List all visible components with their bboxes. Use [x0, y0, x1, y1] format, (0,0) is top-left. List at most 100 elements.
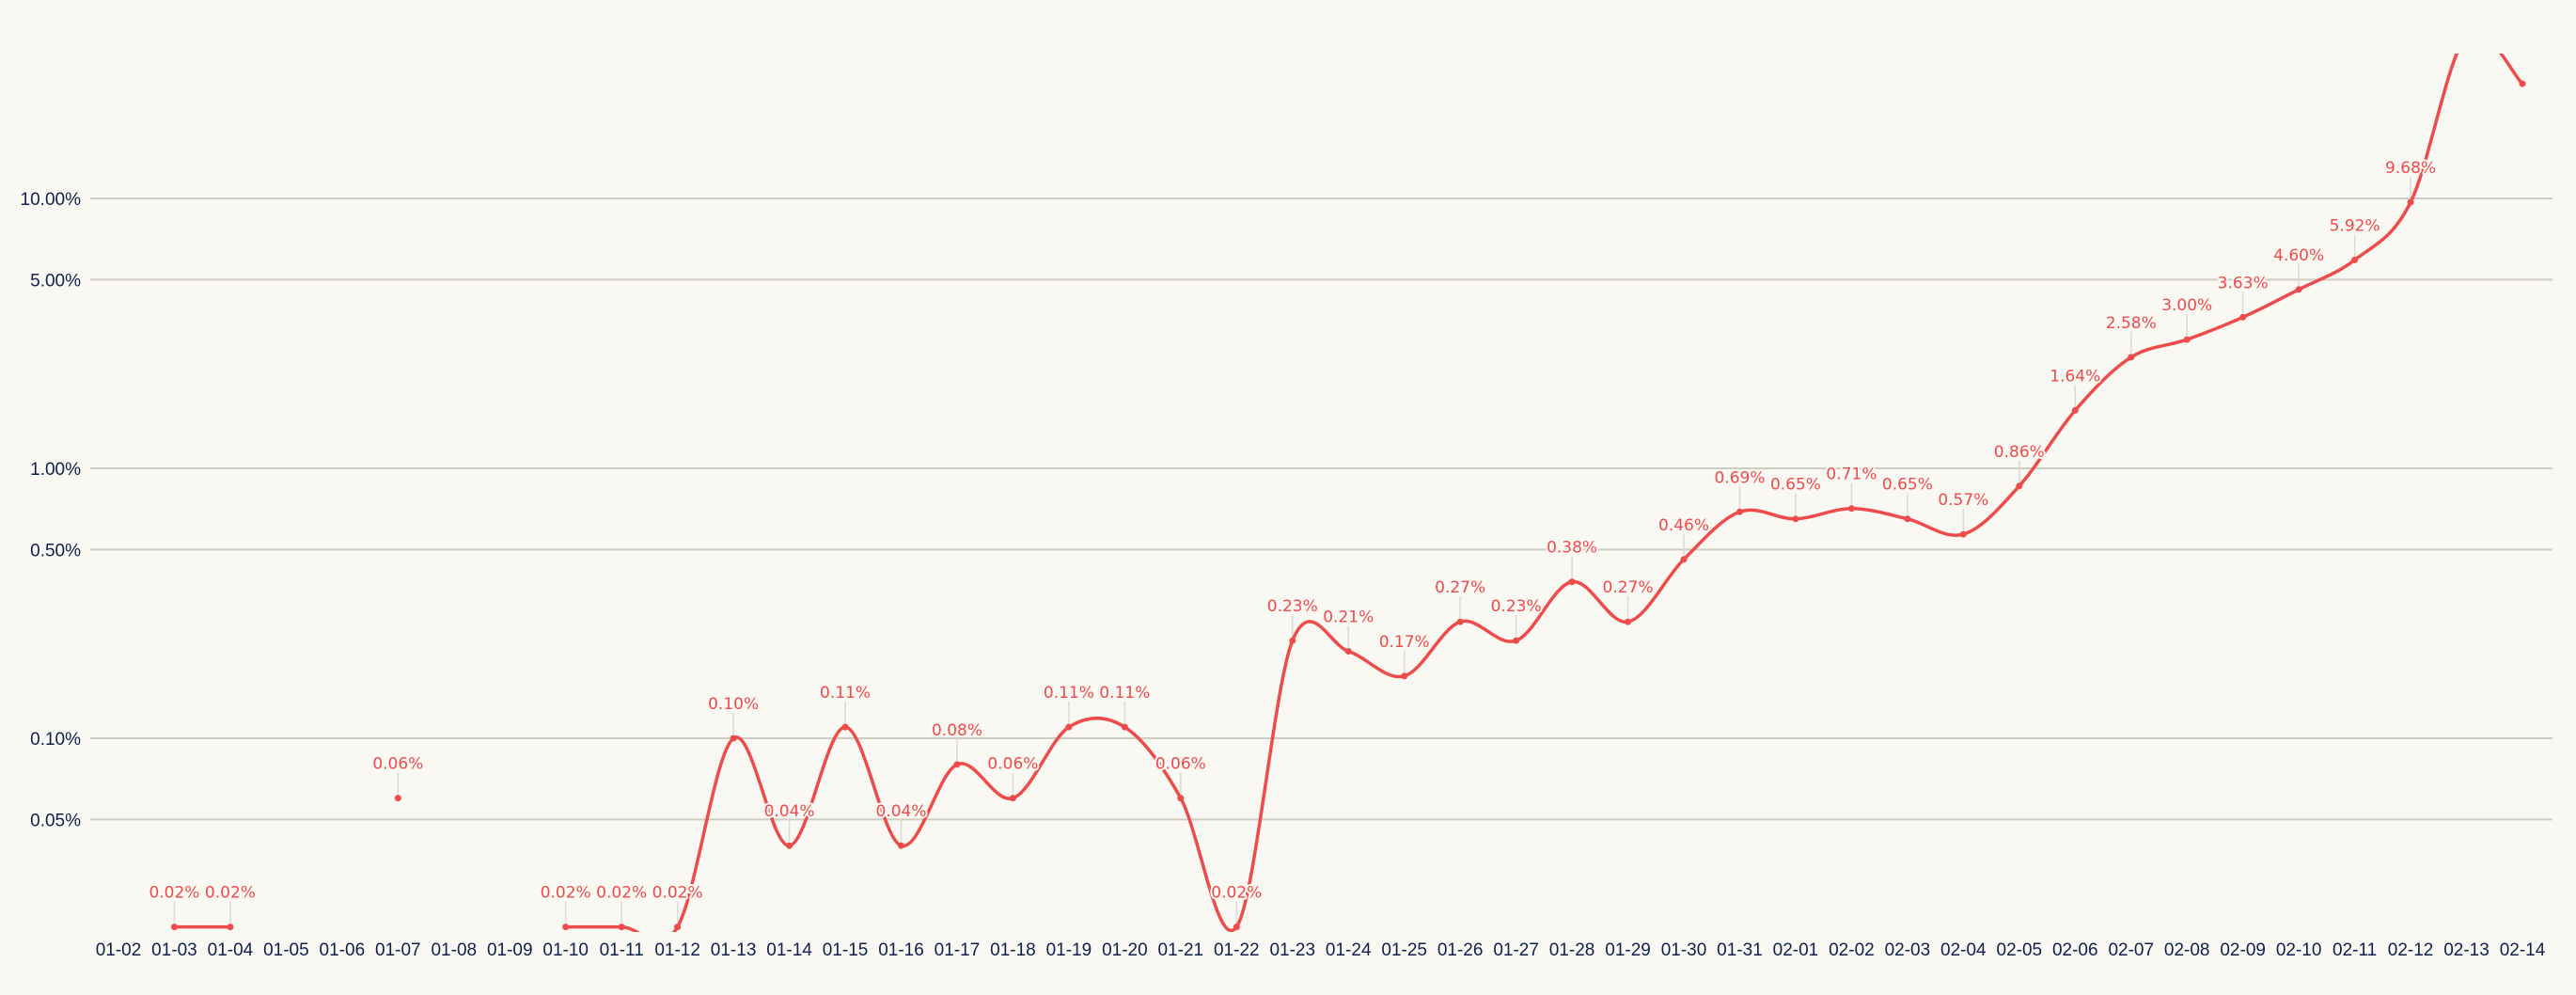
x-tick-label: 02-02 — [1829, 940, 1875, 960]
data-point[interactable] — [1736, 508, 1743, 515]
data-point[interactable] — [2071, 406, 2079, 414]
data-point[interactable] — [2016, 482, 2023, 490]
x-tick-label: 01-21 — [1158, 940, 1204, 960]
series-line — [172, 54, 2524, 932]
x-tick-label: 02-07 — [2108, 940, 2154, 960]
data-point[interactable] — [898, 842, 905, 849]
data-point[interactable] — [1177, 795, 1185, 802]
data-point[interactable] — [1568, 578, 1576, 586]
data-point[interactable] — [1121, 723, 1128, 731]
y-tick-label: 1.00% — [30, 460, 81, 480]
data-point[interactable] — [2295, 286, 2302, 293]
x-tick-label: 01-08 — [431, 940, 477, 960]
data-point[interactable] — [1065, 723, 1073, 731]
data-label: 0.57% — [1938, 491, 1988, 510]
x-tick-label: 02-14 — [2500, 940, 2546, 960]
data-label: 0.02% — [652, 884, 703, 903]
data-points — [170, 33, 2526, 931]
data-point[interactable] — [2519, 80, 2526, 87]
data-label: 1.64% — [2050, 367, 2100, 386]
data-point[interactable] — [2463, 33, 2470, 39]
y-tick-label: 10.00% — [21, 190, 82, 210]
data-point[interactable] — [674, 924, 682, 931]
x-tick-label: 01-22 — [1214, 940, 1260, 960]
x-tick-label: 01-04 — [208, 940, 254, 960]
data-point[interactable] — [841, 723, 849, 731]
data-label: 3.00% — [2161, 296, 2212, 315]
data-point[interactable] — [1289, 637, 1296, 644]
data-point[interactable] — [2239, 313, 2247, 321]
x-tick-label: 02-10 — [2276, 940, 2322, 960]
data-label: 0.27% — [1603, 578, 1654, 597]
data-point[interactable] — [1344, 648, 1352, 655]
x-tick-label: 02-01 — [1773, 940, 1819, 960]
data-point[interactable] — [1847, 505, 1855, 513]
data-point[interactable] — [953, 761, 961, 768]
data-label: 0.08% — [932, 721, 982, 740]
data-point[interactable] — [562, 924, 570, 931]
x-tick-label: 01-12 — [654, 940, 700, 960]
data-point[interactable] — [618, 924, 625, 931]
data-label: 0.23% — [1491, 597, 1542, 616]
data-point[interactable] — [730, 734, 737, 742]
x-tick-label: 01-23 — [1269, 940, 1315, 960]
data-label: 0.02% — [541, 884, 591, 903]
data-label: 0.27% — [1435, 578, 1485, 597]
data-label: 0.06% — [987, 755, 1038, 774]
x-tick-label: 02-03 — [1885, 940, 1931, 960]
data-point[interactable] — [2183, 336, 2191, 343]
data-label: 0.10% — [708, 695, 759, 714]
data-point[interactable] — [1680, 556, 1688, 563]
data-point[interactable] — [394, 795, 401, 802]
data-point[interactable] — [1401, 672, 1408, 680]
data-label: 5.92% — [2330, 216, 2380, 235]
series-path — [563, 54, 2524, 932]
data-label: 0.69% — [1714, 468, 1765, 487]
x-tick-label: 02-13 — [2443, 940, 2490, 960]
x-tick-label: 02-12 — [2388, 940, 2434, 960]
x-tick-label: 01-18 — [990, 940, 1036, 960]
data-point[interactable] — [1792, 515, 1799, 523]
data-point[interactable] — [1233, 924, 1240, 931]
data-point[interactable] — [786, 842, 793, 849]
data-label: 0.21% — [1323, 608, 1374, 627]
x-tick-label: 01-24 — [1326, 940, 1372, 960]
data-point[interactable] — [1009, 795, 1016, 802]
x-tick-label: 01-30 — [1661, 940, 1707, 960]
x-tick-label: 01-03 — [151, 940, 197, 960]
data-label: 0.11% — [1099, 684, 1150, 703]
data-point[interactable] — [227, 924, 234, 931]
data-point[interactable] — [170, 924, 178, 931]
x-tick-label: 02-08 — [2164, 940, 2210, 960]
x-tick-label: 01-09 — [487, 940, 533, 960]
data-point[interactable] — [1456, 618, 1464, 625]
x-tick-label: 02-11 — [2333, 940, 2377, 960]
gridlines — [90, 197, 2552, 821]
data-label: 0.02% — [149, 884, 199, 903]
data-point[interactable] — [2407, 198, 2414, 206]
x-tick-label: 02-05 — [1997, 940, 2043, 960]
x-tick-label: 01-13 — [711, 940, 757, 960]
data-label: 4.60% — [2273, 246, 2324, 265]
data-label: 0.65% — [1770, 476, 1821, 495]
data-label: 0.23% — [1267, 597, 1318, 616]
x-tick-label: 01-11 — [600, 940, 644, 960]
x-tick-label: 01-26 — [1437, 940, 1484, 960]
x-tick-label: 02-04 — [1940, 940, 1987, 960]
data-point[interactable] — [1904, 515, 1911, 523]
y-tick-label: 0.05% — [30, 811, 81, 830]
x-tick-label: 01-16 — [878, 940, 924, 960]
x-tick-label: 01-19 — [1046, 940, 1092, 960]
x-tick-label: 01-15 — [823, 940, 869, 960]
data-point[interactable] — [1959, 530, 1967, 538]
data-point[interactable] — [1513, 637, 1520, 644]
data-point[interactable] — [1625, 618, 1632, 625]
data-label: 0.02% — [1211, 884, 1262, 903]
x-tick-label: 02-06 — [2052, 940, 2098, 960]
y-tick-label: 5.00% — [30, 271, 81, 291]
data-point[interactable] — [2128, 354, 2135, 361]
data-label: 0.04% — [764, 802, 815, 821]
data-labels: 0.02% 0.02% 0.06% 0.02% 0.02% 0.02% 0.10% 0.04%… — [147, 157, 2438, 905]
x-tick-label: 01-02 — [96, 940, 142, 960]
data-point[interactable] — [2351, 256, 2359, 263]
